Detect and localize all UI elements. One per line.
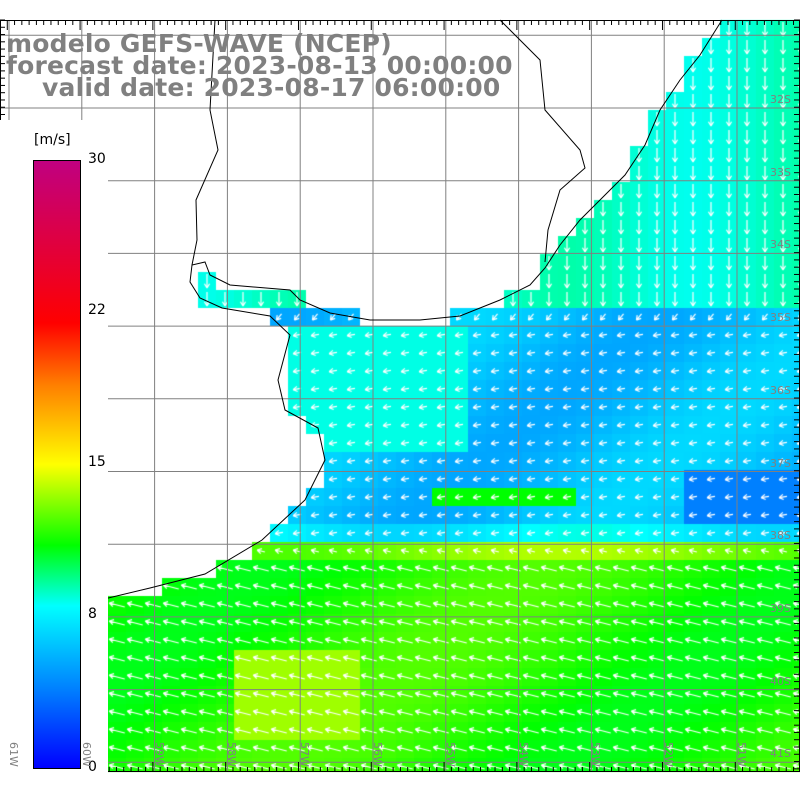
latitude-label: 32S	[770, 93, 791, 106]
border-line	[191, 19, 219, 266]
longitude-label: 61W	[7, 742, 20, 767]
forecast-date: forecast date: 2023-08-13 00:00:00	[6, 51, 513, 80]
longitude-label: 59W	[152, 742, 166, 767]
latitude-label: 39S	[770, 601, 791, 615]
valid-date: valid date: 2023-08-17 06:00:00	[42, 73, 501, 102]
longitude-label: 54W	[516, 742, 530, 767]
longitude-label: 51W	[735, 742, 748, 767]
colorbar-units: [m/s]	[34, 132, 71, 148]
latitude-label: 33S	[770, 165, 791, 179]
latitude-label: 36S	[770, 383, 791, 397]
latitude-label: 40S	[770, 674, 791, 688]
colorbar-tick: 8	[88, 606, 97, 622]
colorbar-tick: 15	[88, 454, 106, 470]
lagoon-outline	[499, 19, 586, 263]
latitude-label: 35S	[770, 311, 791, 325]
latitude-label: 37S	[770, 456, 791, 470]
colorbar-tick: 0	[88, 759, 97, 775]
map-frame	[0, 20, 800, 772]
latitude-label: 41S	[770, 747, 791, 761]
longitude-label: 58W	[225, 742, 239, 767]
longitude-label: 56W	[371, 742, 384, 767]
latitude-label: 34S	[770, 238, 791, 252]
longitude-label: 55W	[443, 742, 457, 767]
longitude-label: 53W	[589, 742, 603, 767]
coastline	[19, 19, 723, 613]
longitude-label: 60W	[79, 742, 93, 767]
colorbar-tick: 22	[88, 302, 106, 318]
colorbar-tick: 30	[88, 151, 106, 167]
longitude-label: 52W	[662, 742, 676, 767]
colorbar	[33, 160, 81, 769]
latitude-label: 38S	[770, 529, 791, 543]
longitude-label: 57W	[298, 742, 312, 767]
model-title: modelo GEFS-WAVE (NCEP)	[6, 29, 392, 58]
